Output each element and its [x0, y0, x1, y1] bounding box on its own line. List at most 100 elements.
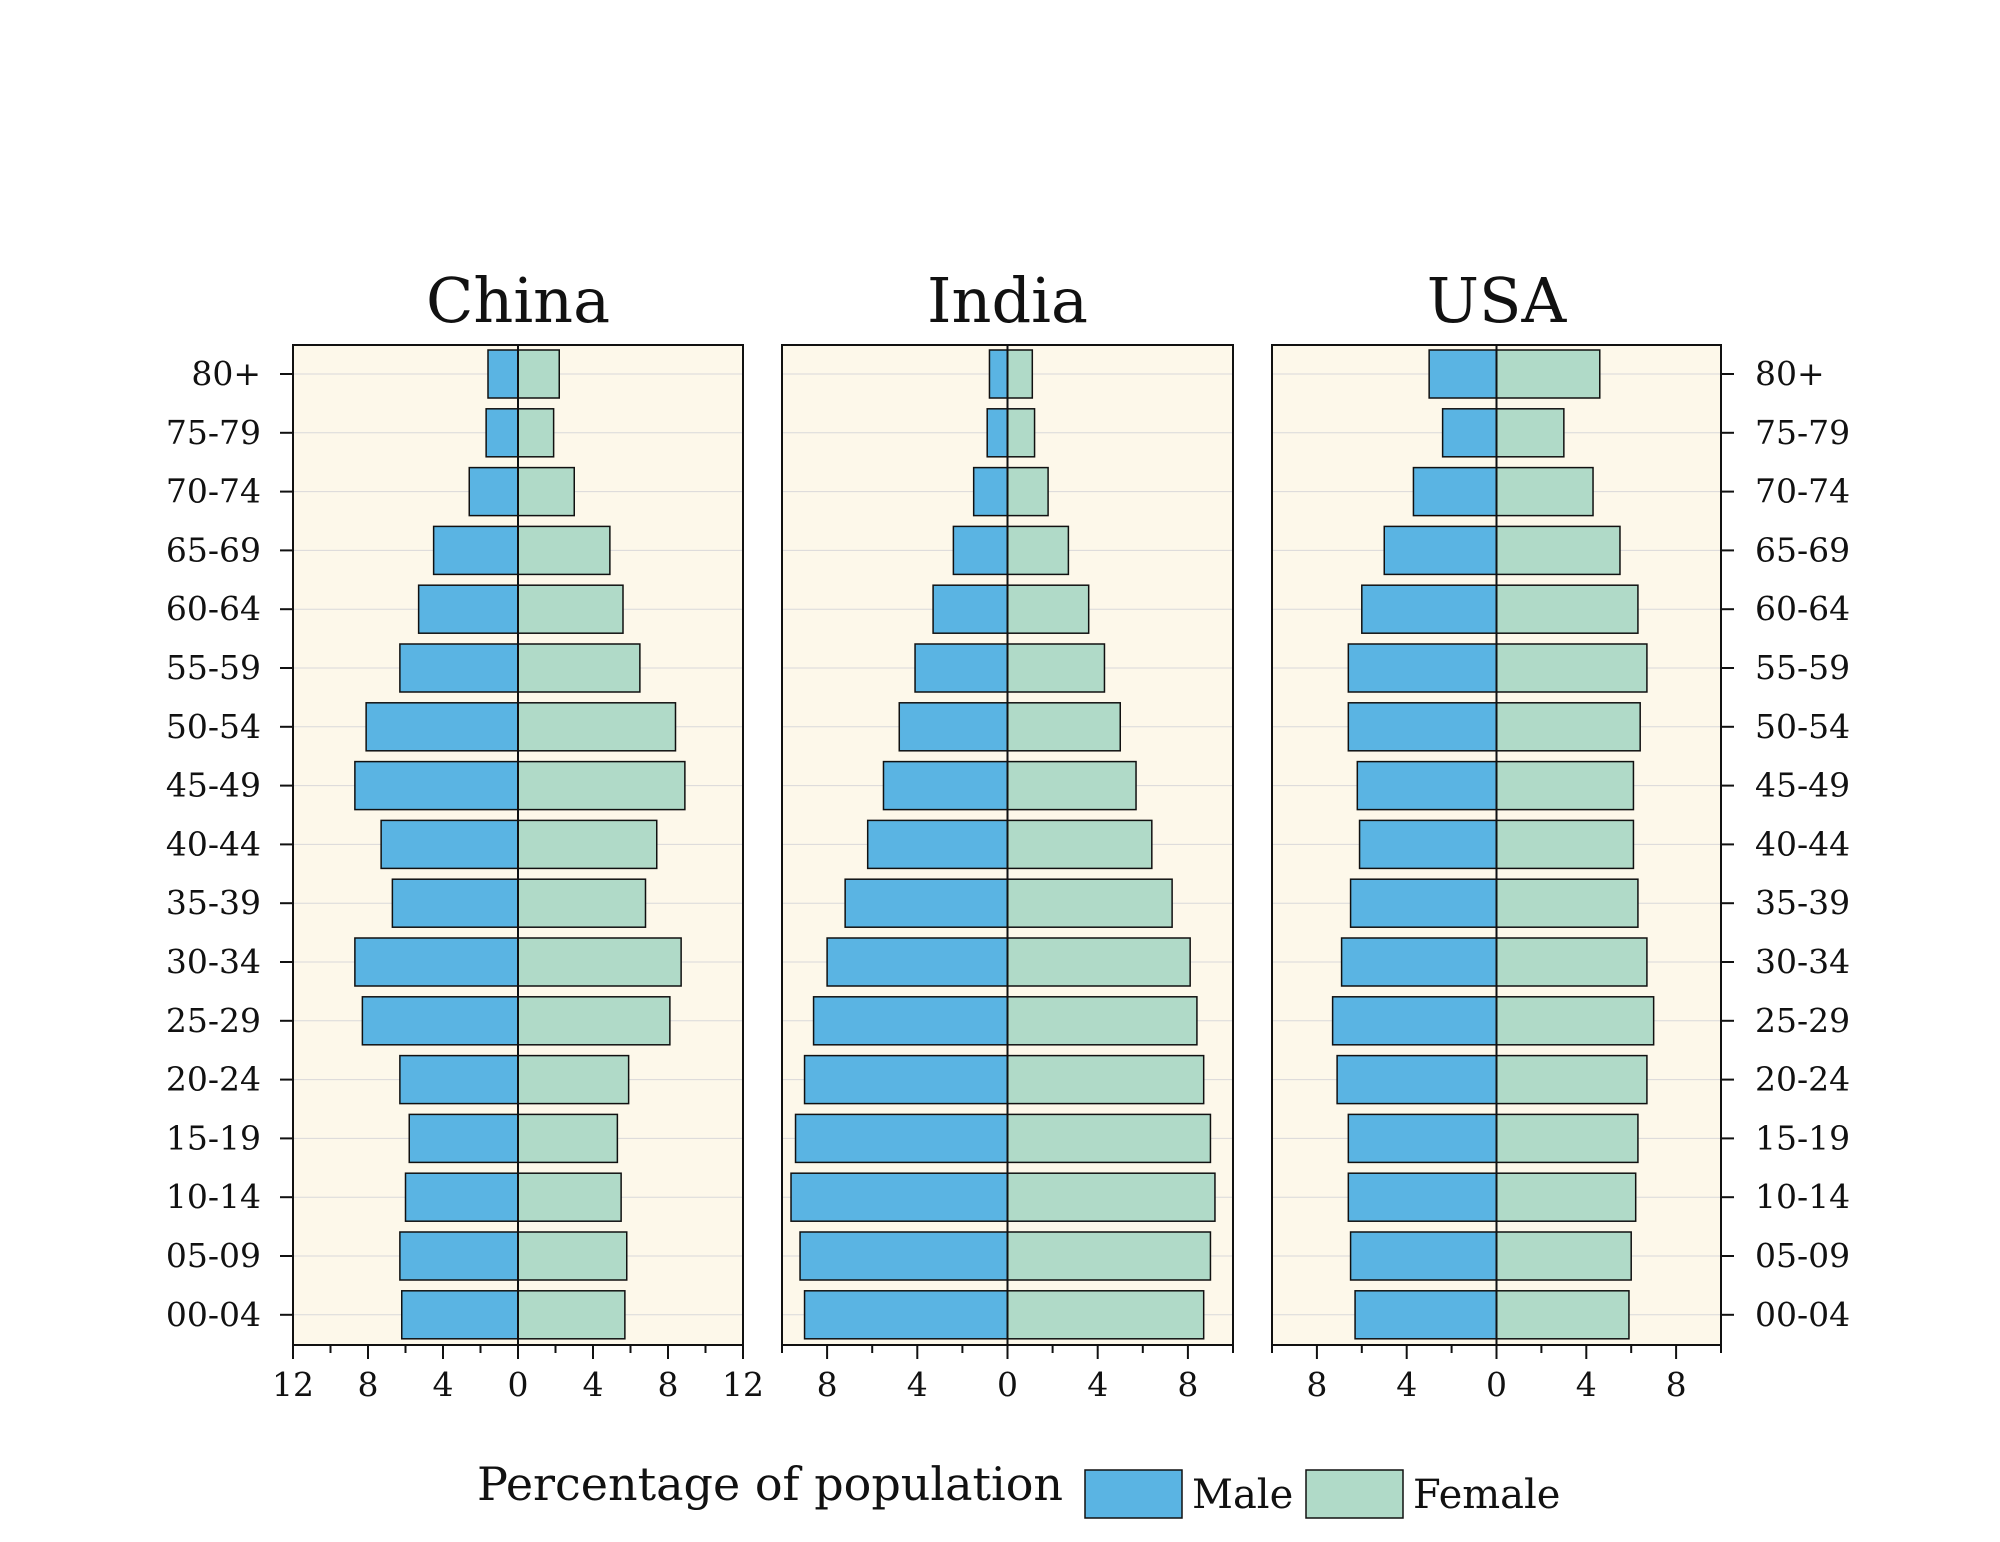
panel-title: China — [426, 264, 610, 337]
bar-male-00-04 — [1354, 1290, 1498, 1340]
bar-male-65-69 — [952, 525, 1009, 576]
bar-female-05-09 — [1006, 1231, 1212, 1281]
bar-male-80+ — [487, 349, 519, 399]
x-tick-label: 8 — [658, 1365, 679, 1404]
panel-india: India 8 4 0 4 8 — [781, 264, 1234, 1404]
bar-female-40-44 — [1006, 819, 1153, 870]
bar-female-65-69 — [1006, 525, 1070, 576]
y-tick-label: 65-69 — [166, 530, 261, 569]
bar-female-30-34 — [1495, 937, 1648, 987]
x-tick-label: 0 — [1486, 1365, 1507, 1404]
bar-male-10-14 — [1347, 1172, 1498, 1222]
bar-female-15-19 — [1495, 1113, 1639, 1164]
bar-female-05-09 — [517, 1231, 628, 1281]
bar-female-70-74 — [517, 466, 575, 517]
bar-male-60-64 — [417, 584, 519, 634]
x-tick-label: 4 — [583, 1365, 604, 1404]
bar-male-30-34 — [354, 937, 519, 987]
bar-male-50-54 — [365, 702, 519, 752]
bar-male-55-59 — [399, 643, 519, 693]
y-tick-label-right: 80+ — [1755, 354, 1825, 393]
y-tick-label: 75-79 — [166, 413, 261, 452]
bar-female-75-79 — [517, 408, 555, 458]
x-tick-label: 0 — [997, 1365, 1018, 1404]
bar-female-65-69 — [517, 525, 611, 576]
bar-male-25-29 — [812, 996, 1009, 1046]
x-tick-label: 4 — [1087, 1365, 1108, 1404]
bar-male-35-39 — [391, 878, 519, 928]
bar-male-55-59 — [1347, 643, 1498, 693]
bar-female-25-29 — [517, 996, 671, 1046]
bar-male-70-74 — [468, 466, 519, 517]
bar-female-45-49 — [1495, 760, 1635, 811]
legend-label-male: Male — [1192, 1472, 1293, 1518]
bar-male-70-74 — [972, 466, 1009, 517]
bar-female-30-34 — [517, 937, 682, 987]
legend: Male Female — [1084, 1469, 1560, 1519]
y-tick-label: 25-29 — [166, 1001, 261, 1040]
x-axis-label: Percentage of population — [477, 1457, 1063, 1511]
y-tick-label-right: 20-24 — [1755, 1060, 1850, 1099]
bar-female-55-59 — [1006, 643, 1106, 693]
bar-female-35-39 — [1495, 878, 1639, 928]
bar-male-70-74 — [1412, 466, 1498, 517]
bar-male-25-29 — [361, 996, 519, 1046]
bar-female-80+ — [1495, 349, 1601, 399]
y-tick-label-right: 05-09 — [1755, 1236, 1850, 1275]
y-tick-label-right: 65-69 — [1755, 530, 1850, 569]
bar-male-30-34 — [826, 937, 1009, 987]
bar-male-05-09 — [799, 1231, 1009, 1281]
y-tick-label: 05-09 — [166, 1236, 261, 1275]
bar-male-00-04 — [803, 1290, 1009, 1340]
bar-female-10-14 — [1006, 1172, 1216, 1222]
y-tick-label-right: 50-54 — [1755, 707, 1850, 746]
legend-swatch-male — [1084, 1469, 1183, 1519]
y-tick-label: 20-24 — [166, 1060, 261, 1099]
bar-male-10-14 — [404, 1172, 519, 1222]
bar-female-10-14 — [517, 1172, 622, 1222]
bar-female-25-29 — [1495, 996, 1655, 1046]
chart-panels: China 12 8 4 0 4 8 12 80+ 75-79 70-74 65-69 60-64 55-… — [166, 264, 1850, 1404]
panel-usa: USA 8 4 0 4 8 80+ 75-79 70-74 65-69 60-64 55-59 50-5… — [1271, 264, 1850, 1404]
y-tick-label: 15-19 — [166, 1118, 261, 1157]
bar-male-20-24 — [399, 1054, 519, 1105]
bar-male-25-29 — [1331, 996, 1498, 1046]
bar-female-55-59 — [517, 643, 641, 693]
bar-male-50-54 — [1347, 702, 1498, 752]
legend-label-female: Female — [1413, 1472, 1560, 1518]
bar-female-55-59 — [1495, 643, 1648, 693]
bar-male-20-24 — [803, 1054, 1009, 1105]
chart-footer: Percentage of population Male Female — [477, 1457, 1560, 1519]
bar-male-45-49 — [1356, 760, 1498, 811]
bar-male-60-64 — [932, 584, 1009, 634]
y-tick-label: 45-49 — [166, 766, 261, 805]
y-tick-label-right: 10-14 — [1755, 1177, 1850, 1216]
y-tick-label: 40-44 — [166, 824, 261, 863]
bar-female-35-39 — [1006, 878, 1173, 928]
x-tick-label: 8 — [1666, 1365, 1687, 1404]
bar-male-80+ — [1428, 349, 1498, 399]
bar-male-15-19 — [794, 1113, 1009, 1164]
bar-female-00-04 — [517, 1290, 626, 1340]
bar-female-45-49 — [1006, 760, 1137, 811]
bar-male-15-19 — [1347, 1113, 1498, 1164]
bar-male-10-14 — [790, 1172, 1009, 1222]
bar-female-80+ — [1006, 349, 1034, 399]
y-tick-label-right: 40-44 — [1755, 824, 1850, 863]
y-tick-label-right: 70-74 — [1755, 472, 1850, 511]
bar-female-50-54 — [517, 702, 677, 752]
bar-female-50-54 — [1006, 702, 1121, 752]
bar-male-60-64 — [1361, 584, 1498, 634]
bar-male-30-34 — [1340, 937, 1498, 987]
x-tick-label: 8 — [358, 1365, 379, 1404]
bar-male-35-39 — [1349, 878, 1498, 928]
x-tick-label: 4 — [1576, 1365, 1597, 1404]
y-tick-label-right: 55-59 — [1755, 648, 1850, 687]
bar-male-75-79 — [986, 408, 1009, 458]
bar-male-35-39 — [844, 878, 1009, 928]
bar-female-60-64 — [1006, 584, 1090, 634]
y-tick-label-right: 15-19 — [1755, 1118, 1850, 1157]
x-tick-label: 8 — [1177, 1365, 1198, 1404]
x-tick-label: 0 — [508, 1365, 529, 1404]
